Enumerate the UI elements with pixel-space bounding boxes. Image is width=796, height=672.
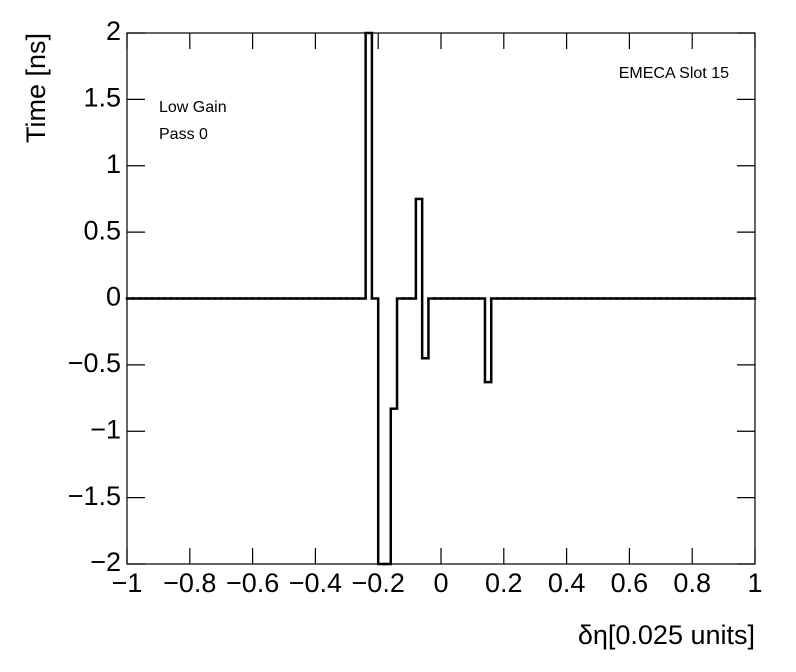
x-tick-label: −0.8 — [163, 568, 216, 598]
x-tick-label: −1 — [112, 568, 143, 598]
x-tick-label: 1 — [747, 568, 762, 598]
y-tick-label: −1.5 — [68, 481, 121, 511]
x-tick-label: 0 — [433, 568, 448, 598]
x-tick-label: 0.2 — [485, 568, 523, 598]
y-tick-label: 1 — [106, 149, 121, 179]
chart-title: EMECA Slot 15 — [619, 65, 729, 82]
x-tick-label: −0.6 — [226, 568, 279, 598]
x-tick-label: −0.2 — [352, 568, 405, 598]
y-tick-label: −0.5 — [68, 348, 121, 378]
x-tick-label: 0.6 — [611, 568, 649, 598]
annotation: Pass 0 — [159, 126, 208, 143]
x-tick-label: 0.8 — [673, 568, 711, 598]
annotation: Low Gain — [159, 99, 227, 116]
y-tick-label: 0.5 — [83, 215, 121, 245]
y-tick-label: −1 — [90, 414, 121, 444]
x-tick-label: 0.4 — [548, 568, 586, 598]
y-axis-label: Time [ns] — [21, 33, 51, 143]
x-axis-label: δη[0.025 units] — [578, 620, 755, 650]
y-tick-label: 0 — [106, 282, 121, 312]
y-tick-label: 2 — [106, 16, 121, 46]
x-tick-label: −0.4 — [289, 568, 342, 598]
y-tick-label: −2 — [90, 547, 121, 577]
y-tick-label: 1.5 — [83, 83, 121, 113]
